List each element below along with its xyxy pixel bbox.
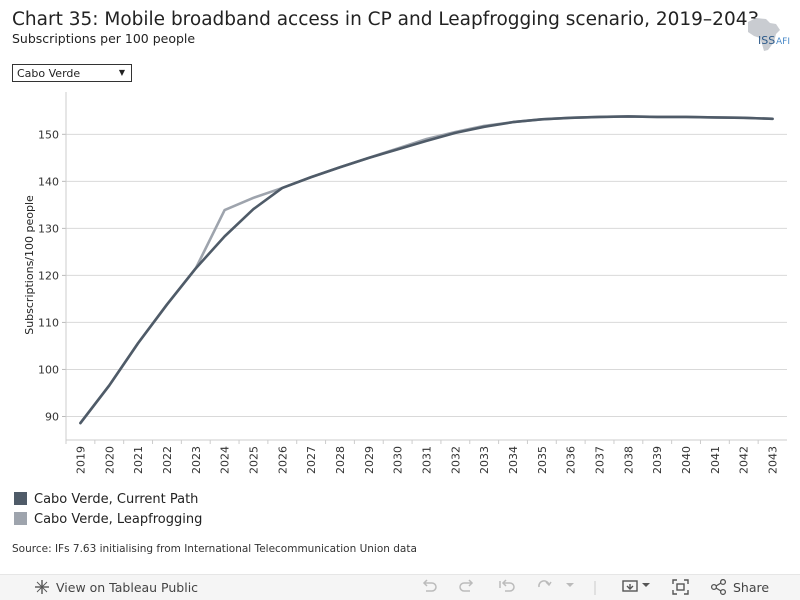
view-on-tableau-link[interactable]: View on Tableau Public <box>56 580 199 595</box>
x-tick-label: 2043 <box>767 446 780 474</box>
x-tick-label: 2022 <box>161 446 174 474</box>
chevron-down-icon[interactable] <box>566 581 574 589</box>
x-tick-label: 2029 <box>363 446 376 474</box>
logo-text-afi: AFI <box>776 37 790 47</box>
line-chart: 90 100 110 120 130 140 150 2019 2020 2021 2022 2023… <box>23 92 787 474</box>
x-tick-label: 2042 <box>738 446 751 474</box>
x-tick-label: 2024 <box>219 446 232 474</box>
revert-icon[interactable] <box>498 579 516 595</box>
tableau-toolbar: View on Tableau Public <box>0 574 800 600</box>
y-tick-label: 110 <box>38 316 59 329</box>
x-tick-label: 2027 <box>305 446 318 474</box>
legend-swatch-leapfrogging <box>14 512 27 525</box>
x-tick-label: 2031 <box>421 446 434 474</box>
fullscreen-icon[interactable] <box>672 579 690 595</box>
x-tick-label: 2038 <box>622 446 635 474</box>
x-tick-label: 2033 <box>478 446 491 474</box>
logo-text-iss: ISS <box>758 34 775 47</box>
legend-label-leapfrogging: Cabo Verde, Leapfrogging <box>34 512 203 527</box>
y-tick-label: 120 <box>38 269 59 282</box>
chevron-down-icon[interactable] <box>642 581 650 589</box>
axes: 90 100 110 120 130 140 150 2019 2020 2021 2022 2023… <box>38 92 787 474</box>
refresh-icon[interactable] <box>536 579 554 595</box>
country-filter-dropdown[interactable]: Cabo Verde ▼ <box>12 64 132 82</box>
y-axis-title: Subscriptions/100 people <box>23 195 36 335</box>
tableau-icon[interactable] <box>34 579 50 595</box>
x-tick-label: 2039 <box>651 446 664 474</box>
chart-subtitle: Subscriptions per 100 people <box>12 31 196 46</box>
x-tick-label: 2034 <box>507 446 520 474</box>
africa-map-icon <box>748 18 780 51</box>
legend-swatch-current-path <box>14 492 27 505</box>
legend-label-current-path: Cabo Verde, Current Path <box>34 492 199 507</box>
x-tick-label: 2021 <box>132 446 145 474</box>
x-tick-label: 2041 <box>709 446 722 474</box>
x-tick-label: 2019 <box>74 446 87 474</box>
y-tick-label: 150 <box>38 128 59 141</box>
download-icon[interactable] <box>622 579 640 595</box>
x-tick-label: 2028 <box>334 446 347 474</box>
y-tick-label: 100 <box>38 363 59 376</box>
chevron-down-icon: ▼ <box>118 68 125 77</box>
x-tick-label: 2036 <box>565 446 578 474</box>
x-tick-label: 2035 <box>536 446 549 474</box>
series-line-cabo-verde-current-path <box>79 115 774 425</box>
redo-icon[interactable] <box>458 579 476 595</box>
x-tick-label: 2032 <box>449 446 462 474</box>
y-tick-label: 130 <box>38 222 59 235</box>
x-tick-label: 2026 <box>276 446 289 474</box>
undo-icon[interactable] <box>420 579 438 595</box>
x-tick-label: 2023 <box>190 446 203 474</box>
gridlines <box>66 133 787 417</box>
source-note: Source: IFs 7.63 initialising from Inter… <box>12 543 417 555</box>
toolbar-divider <box>594 581 596 595</box>
x-tick-label: 2020 <box>103 446 116 474</box>
y-tick-label: 90 <box>45 410 59 423</box>
chart-title: Chart 35: Mobile broadband access in CP … <box>12 9 760 30</box>
share-icon[interactable] <box>710 579 728 595</box>
iss-africa-logo: ISS AFI <box>742 14 790 54</box>
y-tick-label: 140 <box>38 175 59 188</box>
x-tick-label: 2040 <box>680 446 693 474</box>
x-tick-label: 2030 <box>392 446 405 474</box>
country-filter-value: Cabo Verde <box>17 67 81 80</box>
series-line-cabo-verde-leapfrogging <box>79 115 774 425</box>
x-tick-label: 2025 <box>247 446 260 474</box>
share-button[interactable]: Share <box>733 580 770 595</box>
x-tick-label: 2037 <box>594 446 607 474</box>
series <box>79 115 774 425</box>
